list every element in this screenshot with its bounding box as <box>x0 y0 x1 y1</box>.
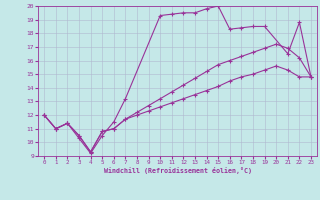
X-axis label: Windchill (Refroidissement éolien,°C): Windchill (Refroidissement éolien,°C) <box>104 167 252 174</box>
